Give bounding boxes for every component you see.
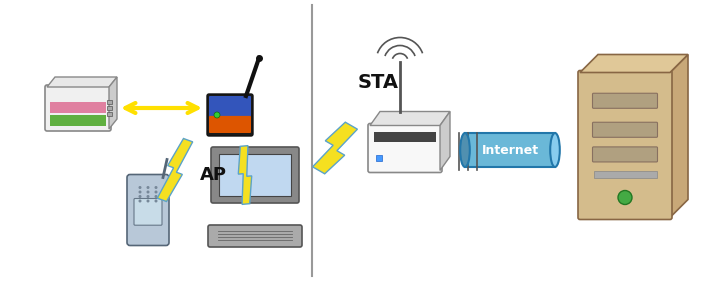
FancyBboxPatch shape	[207, 94, 253, 136]
Circle shape	[138, 195, 142, 198]
FancyBboxPatch shape	[465, 133, 555, 167]
FancyBboxPatch shape	[208, 225, 302, 247]
Polygon shape	[47, 77, 117, 87]
FancyBboxPatch shape	[592, 122, 658, 137]
FancyBboxPatch shape	[374, 132, 436, 142]
Polygon shape	[370, 112, 450, 126]
Circle shape	[147, 186, 150, 189]
Text: Internet: Internet	[482, 144, 538, 157]
Text: STA: STA	[358, 72, 399, 92]
FancyBboxPatch shape	[107, 100, 112, 104]
Circle shape	[138, 200, 142, 203]
FancyBboxPatch shape	[578, 71, 672, 219]
Circle shape	[147, 191, 150, 194]
Circle shape	[147, 200, 150, 203]
Circle shape	[147, 195, 150, 198]
FancyBboxPatch shape	[219, 154, 291, 196]
FancyBboxPatch shape	[50, 115, 106, 126]
Circle shape	[154, 200, 157, 203]
Circle shape	[154, 186, 157, 189]
FancyBboxPatch shape	[592, 147, 658, 162]
Circle shape	[214, 112, 220, 118]
Polygon shape	[157, 139, 192, 201]
FancyBboxPatch shape	[209, 96, 251, 117]
FancyBboxPatch shape	[107, 112, 112, 116]
FancyBboxPatch shape	[376, 155, 382, 160]
FancyBboxPatch shape	[50, 102, 106, 113]
FancyBboxPatch shape	[209, 116, 251, 133]
Circle shape	[154, 195, 157, 198]
FancyBboxPatch shape	[107, 106, 112, 110]
FancyBboxPatch shape	[368, 124, 442, 173]
FancyBboxPatch shape	[134, 198, 162, 225]
Circle shape	[138, 191, 142, 194]
Polygon shape	[670, 55, 688, 217]
Circle shape	[618, 191, 632, 205]
FancyBboxPatch shape	[593, 171, 656, 178]
FancyBboxPatch shape	[592, 93, 658, 108]
Polygon shape	[312, 122, 357, 174]
Circle shape	[154, 191, 157, 194]
Ellipse shape	[550, 133, 559, 167]
FancyBboxPatch shape	[45, 85, 111, 131]
Polygon shape	[440, 112, 450, 171]
FancyBboxPatch shape	[211, 147, 299, 203]
Ellipse shape	[461, 133, 470, 167]
Polygon shape	[238, 146, 252, 204]
Polygon shape	[580, 55, 688, 72]
FancyBboxPatch shape	[127, 175, 169, 246]
Polygon shape	[109, 77, 117, 129]
Circle shape	[138, 186, 142, 189]
Text: AP: AP	[200, 166, 227, 184]
